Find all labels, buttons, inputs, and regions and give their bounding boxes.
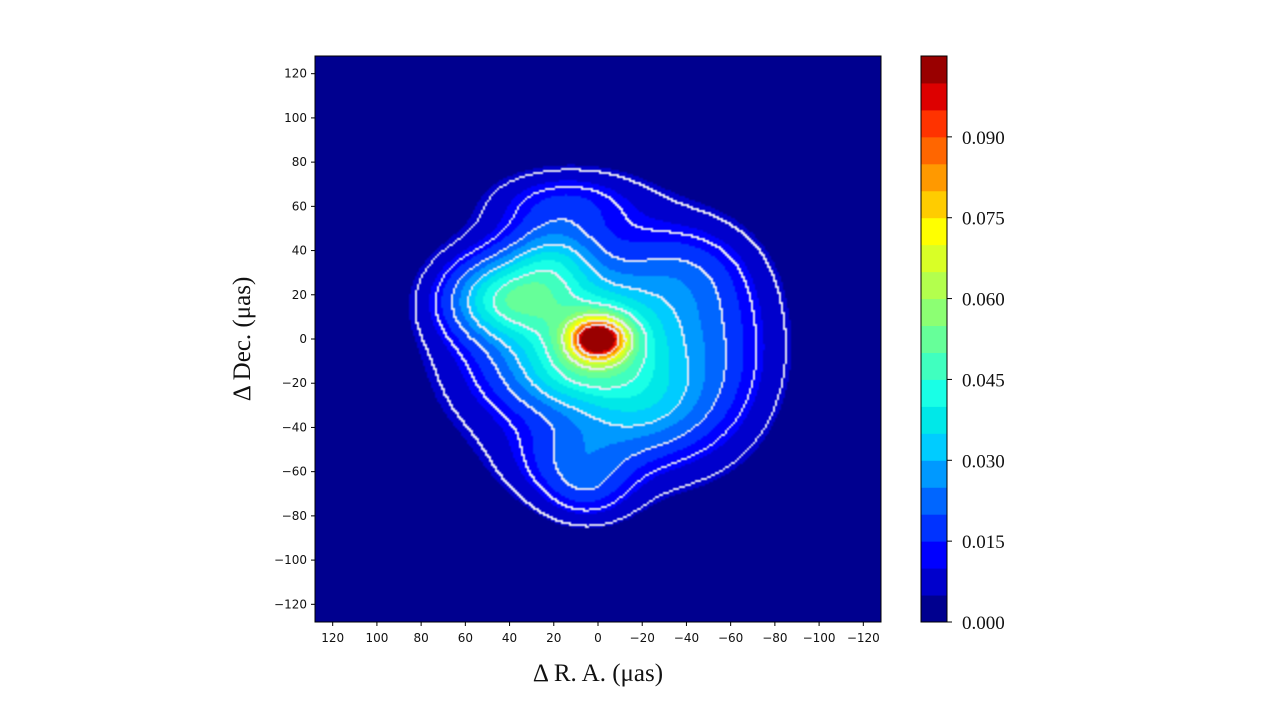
y-tick-label: 80 [292, 155, 307, 169]
y-axis: −120 −100 −80 −60 −40 −20 0 20 40 60 80 100 120 [274, 67, 315, 611]
colorbar-tick-label: 0.030 [962, 451, 1005, 472]
x-tick-label: −60 [718, 631, 743, 645]
x-axis-label: Δ R. A. (μas) [533, 660, 663, 687]
x-tick-label: −40 [674, 631, 699, 645]
y-tick-label: 20 [292, 288, 307, 302]
x-axis: 120 100 80 60 40 20 0 −20 −40 −60 −80 −100 −120 [321, 622, 880, 645]
y-tick-label: −60 [282, 465, 307, 479]
colorbar-segment [921, 433, 947, 461]
colorbar-tick-label: 0.000 [962, 613, 1005, 634]
colorbar-segment [921, 190, 947, 219]
colorbar-segment [921, 487, 947, 515]
colorbar-tick-label: 0.075 [962, 209, 1005, 230]
colorbar-segment [921, 217, 947, 246]
colorbar [920, 55, 948, 623]
colorbar-segment [921, 82, 947, 111]
colorbar-segment [921, 514, 947, 542]
x-tick-label: 0 [594, 631, 602, 645]
y-tick-label: 100 [284, 111, 307, 125]
colorbar-segment [921, 163, 947, 192]
colorbar-ticks: 0.000 0.015 0.030 0.045 0.060 0.075 0.090 [947, 128, 1005, 634]
colorbar-segment [921, 379, 947, 407]
y-axis-label: Δ Dec. (μas) [229, 277, 256, 402]
x-tick-label: 80 [413, 631, 428, 645]
y-tick-label: −80 [282, 509, 307, 523]
x-tick-label: −100 [803, 631, 836, 645]
x-tick-label: −120 [847, 631, 880, 645]
y-tick-label: 0 [299, 332, 307, 346]
y-tick-label: −120 [274, 597, 307, 611]
colorbar-tick-label: 0.090 [962, 128, 1005, 149]
heatmap-image [315, 56, 881, 622]
colorbar-tick-label: 0.060 [962, 290, 1005, 311]
x-tick-label: −80 [762, 631, 787, 645]
plot-area [314, 55, 882, 623]
colorbar-segment [921, 271, 947, 300]
x-tick-label: 100 [365, 631, 388, 645]
colorbar-frame [920, 55, 948, 623]
colorbar-segment [921, 352, 947, 380]
x-tick-label: 60 [458, 631, 473, 645]
colorbar-segment [921, 136, 947, 165]
colorbar-segment [921, 595, 947, 623]
colorbar-segment [921, 541, 947, 569]
colorbar-tick-label: 0.015 [962, 532, 1005, 553]
colorbar-segment [921, 56, 947, 84]
colorbar-segment [921, 109, 947, 138]
x-tick-label: 20 [546, 631, 561, 645]
x-tick-label: 120 [321, 631, 344, 645]
colorbar-segment [921, 244, 947, 273]
colorbar-segment [921, 325, 947, 353]
y-tick-label: 120 [284, 67, 307, 81]
colorbar-segment [921, 298, 947, 327]
y-tick-label: −40 [282, 420, 307, 434]
colorbar-segment [921, 460, 947, 488]
x-tick-label: −20 [630, 631, 655, 645]
colorbar-tick-label: 0.045 [962, 370, 1005, 391]
y-tick-label: 40 [292, 244, 307, 258]
y-tick-label: −100 [274, 553, 307, 567]
y-tick-label: −20 [282, 376, 307, 390]
colorbar-segment [921, 406, 947, 434]
colorbar-segment [921, 568, 947, 596]
x-tick-label: 40 [502, 631, 517, 645]
y-tick-label: 60 [292, 199, 307, 213]
